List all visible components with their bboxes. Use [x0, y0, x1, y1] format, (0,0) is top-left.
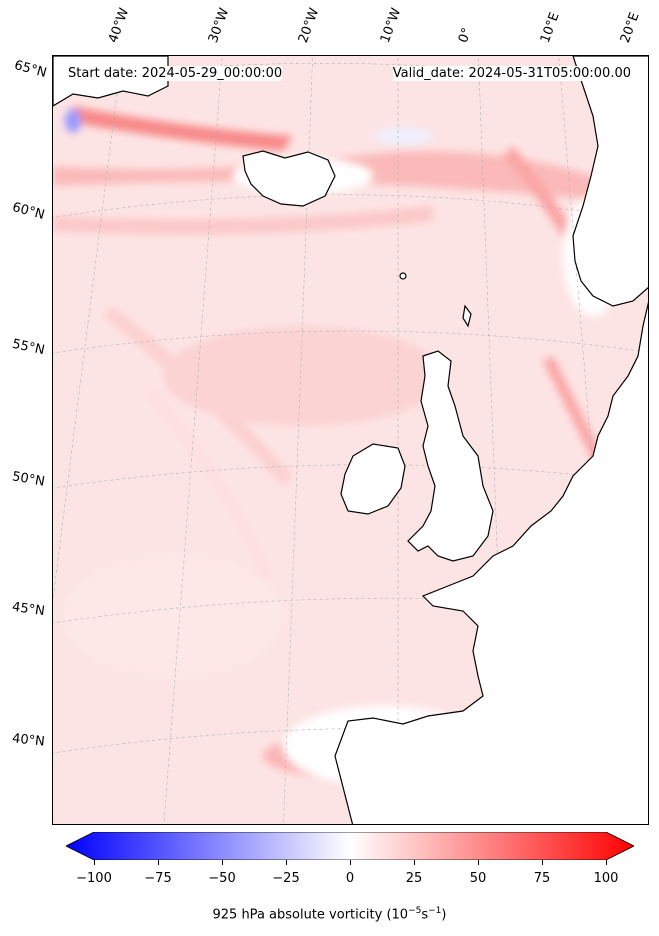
- colorbar-label-prefix: 925 hPa absolute vorticity (10: [212, 907, 409, 923]
- ireland-coast: [340, 443, 406, 515]
- colorbar-tickmark: [158, 860, 159, 865]
- colorbar-tickmark: [286, 860, 287, 865]
- colorbar-tick-label: 100: [593, 871, 619, 886]
- colorbar-tick-label: −75: [144, 871, 172, 886]
- iceland-coast: [242, 150, 336, 207]
- vorticity-field: [53, 56, 648, 824]
- valid-date-label: Valid_date: 2024-05-31T05:00:00.00: [392, 66, 631, 81]
- lat-label-50n: 50°N: [10, 469, 46, 490]
- colorbar-tick-label: 75: [533, 871, 551, 886]
- colorbar-label-suffix: ): [441, 907, 447, 923]
- colorbar-tickmark: [542, 860, 543, 865]
- lon-label-20e: 20°E: [617, 10, 643, 46]
- start-date-label: Start date: 2024-05-29_00:00:00: [68, 66, 283, 81]
- lon-label-40w: 40°W: [105, 6, 133, 45]
- colorbar-label-exp1: −5: [408, 906, 422, 916]
- lon-label-30w: 30°W: [205, 6, 233, 45]
- colorbar-tick-label: −25: [272, 871, 300, 886]
- colorbar-label-unit: s: [421, 907, 429, 923]
- colorbar-gradient: [65, 831, 635, 861]
- colorbar-body: [65, 831, 635, 861]
- faroe-islands: [399, 272, 407, 280]
- colorbar-tickmark: [350, 860, 351, 865]
- colorbar-tickmark: [606, 860, 607, 865]
- shetland-islands: [462, 304, 472, 328]
- lon-label-10e: 10°E: [537, 10, 563, 46]
- continental-europe-coast: [334, 301, 648, 824]
- lat-label-65n: 65°N: [12, 58, 49, 81]
- lat-label-55n: 55°N: [10, 336, 46, 359]
- colorbar-label-exp2: −1: [428, 906, 442, 916]
- colorbar-tick-label: 0: [345, 871, 355, 886]
- colorbar-tickmark: [414, 860, 415, 865]
- lon-label-20w: 20°W: [295, 6, 323, 45]
- colorbar: [65, 831, 635, 861]
- lat-label-60n: 60°N: [10, 200, 47, 223]
- colorbar-label: 925 hPa absolute vorticity (10−5s−1): [0, 906, 659, 922]
- colorbar-tick-label: −50: [208, 871, 236, 886]
- great-britain-coast: [407, 350, 494, 562]
- lat-label-40n: 40°N: [11, 731, 46, 750]
- colorbar-tick-label: −100: [76, 871, 112, 886]
- map-panel: [52, 55, 649, 825]
- lon-label-10w: 10°W: [377, 6, 405, 45]
- colorbar-tickmark: [94, 860, 95, 865]
- colorbar-tickmark: [478, 860, 479, 865]
- colorbar-tickmark: [222, 860, 223, 865]
- colorbar-tick-label: 50: [469, 871, 487, 886]
- scandinavia-coast: [572, 56, 648, 307]
- coastlines: [53, 56, 648, 824]
- lon-label-0: 0°: [455, 25, 476, 45]
- colorbar-tick-label: 25: [405, 871, 423, 886]
- lat-label-45n: 45°N: [11, 599, 46, 620]
